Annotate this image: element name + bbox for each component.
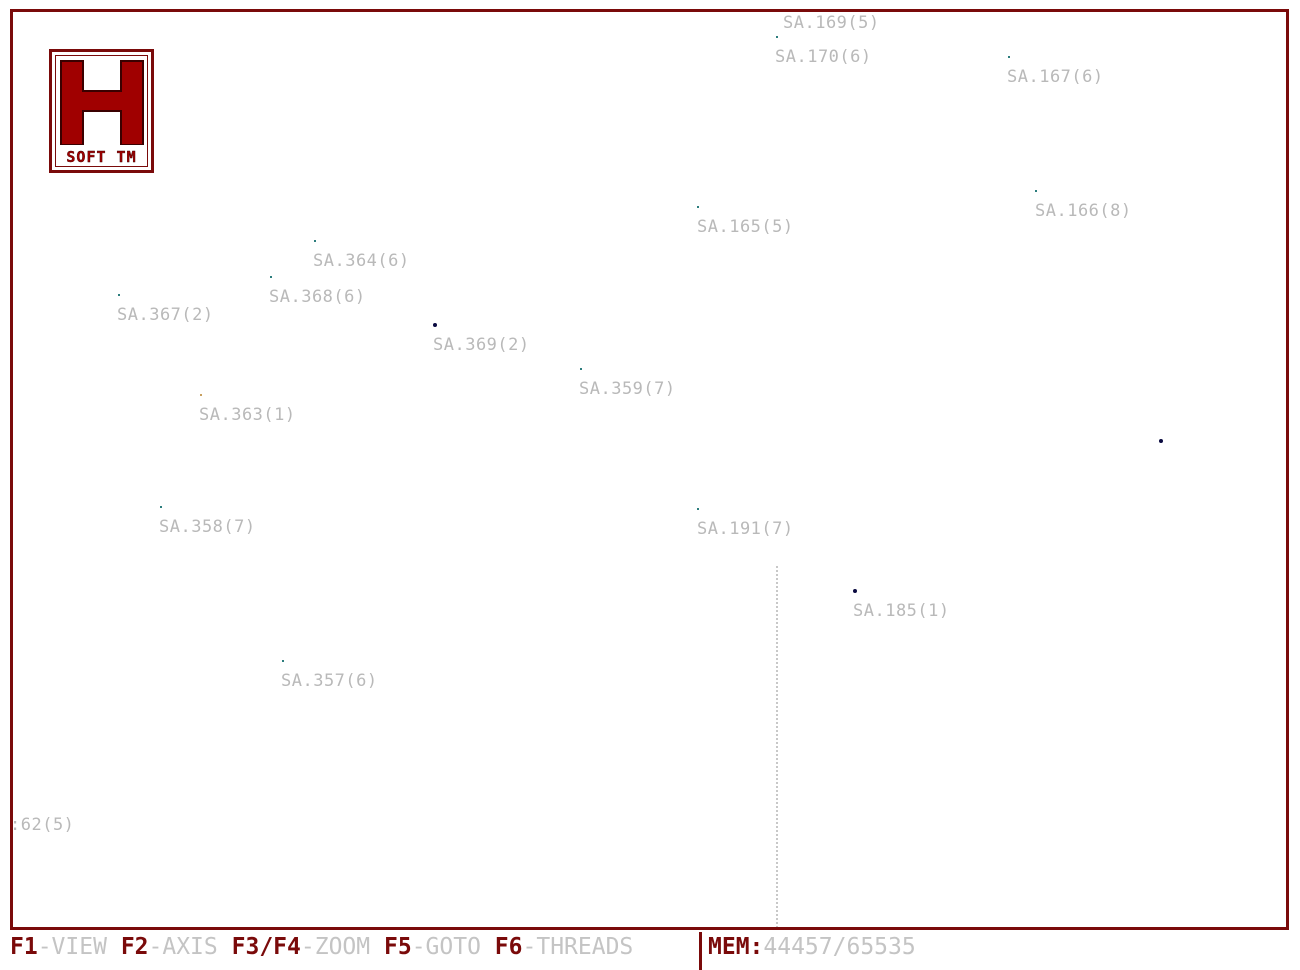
logo-text: SOFT TM (66, 148, 137, 166)
node-label[interactable]: :62(5) (13, 815, 75, 835)
f6-label[interactable]: -THREADS (522, 934, 634, 960)
node-label[interactable]: SA.359(7) (579, 379, 676, 399)
node-label[interactable]: SA.369(2) (433, 335, 530, 355)
node-dot[interactable] (314, 240, 316, 242)
node-dot[interactable] (433, 323, 437, 327)
mem-label: MEM: (708, 934, 764, 960)
node-label[interactable]: SA.166(8) (1035, 201, 1132, 221)
f3-f4-label[interactable]: -ZOOM (300, 934, 371, 960)
node-label[interactable]: SA.367(2) (117, 305, 214, 325)
node-dot[interactable] (697, 508, 699, 510)
node-dot[interactable] (1008, 56, 1010, 58)
node-label[interactable]: SA.364(6) (313, 251, 410, 271)
node-dot[interactable] (1035, 190, 1037, 192)
f5-label[interactable]: -GOTO (411, 934, 481, 960)
graph-canvas[interactable]: SA.169(5) SA.170(6) SA.167(6) SA.166(8) … (13, 12, 1286, 927)
f5-key[interactable]: F5 (383, 934, 412, 960)
node-label[interactable]: SA.368(6) (269, 287, 366, 307)
graph-frame (10, 9, 1289, 930)
f3-f4-key[interactable]: F3/F4 (231, 934, 301, 960)
node-label[interactable]: SA.170(6) (775, 47, 872, 67)
hsoft-logo: SOFT TM (49, 49, 154, 173)
node-label[interactable]: SA.169(5) (783, 13, 880, 33)
node-dot[interactable] (270, 276, 272, 278)
node-label[interactable]: SA.167(6) (1007, 67, 1104, 87)
node-label[interactable]: SA.165(5) (697, 217, 794, 237)
function-key-bar: F1-VIEW F2-AXIS F3/F4-ZOOM F5-GOTO F6-TH… (10, 932, 1300, 970)
node-dot[interactable] (118, 294, 120, 296)
memory-status: MEM:44457/65535 (708, 932, 1298, 970)
node-dot[interactable] (580, 368, 582, 370)
node-label[interactable]: SA.191(7) (697, 519, 794, 539)
node-dot[interactable] (200, 394, 202, 396)
node-label[interactable]: SA.185(1) (853, 601, 950, 621)
f1-label[interactable]: -VIEW (37, 934, 107, 960)
f1-key[interactable]: F1 (10, 934, 38, 960)
node-dot[interactable] (160, 506, 162, 508)
node-dot[interactable] (853, 589, 857, 593)
node-dot[interactable] (697, 206, 699, 208)
f2-label[interactable]: -AXIS (148, 934, 218, 960)
statusbar-separator (699, 932, 702, 970)
node-label[interactable]: SA.357(6) (281, 671, 378, 691)
node-dot[interactable] (776, 36, 778, 38)
node-label[interactable]: SA.363(1) (199, 405, 296, 425)
node-dot[interactable] (282, 660, 284, 662)
axis-line (776, 566, 778, 927)
h-logo-icon (60, 60, 144, 145)
node-dot[interactable] (1159, 439, 1163, 443)
f6-key[interactable]: F6 (494, 934, 523, 960)
node-label[interactable]: SA.358(7) (159, 517, 256, 537)
mem-value: 44457/65535 (763, 934, 916, 960)
f2-key[interactable]: F2 (120, 934, 149, 960)
